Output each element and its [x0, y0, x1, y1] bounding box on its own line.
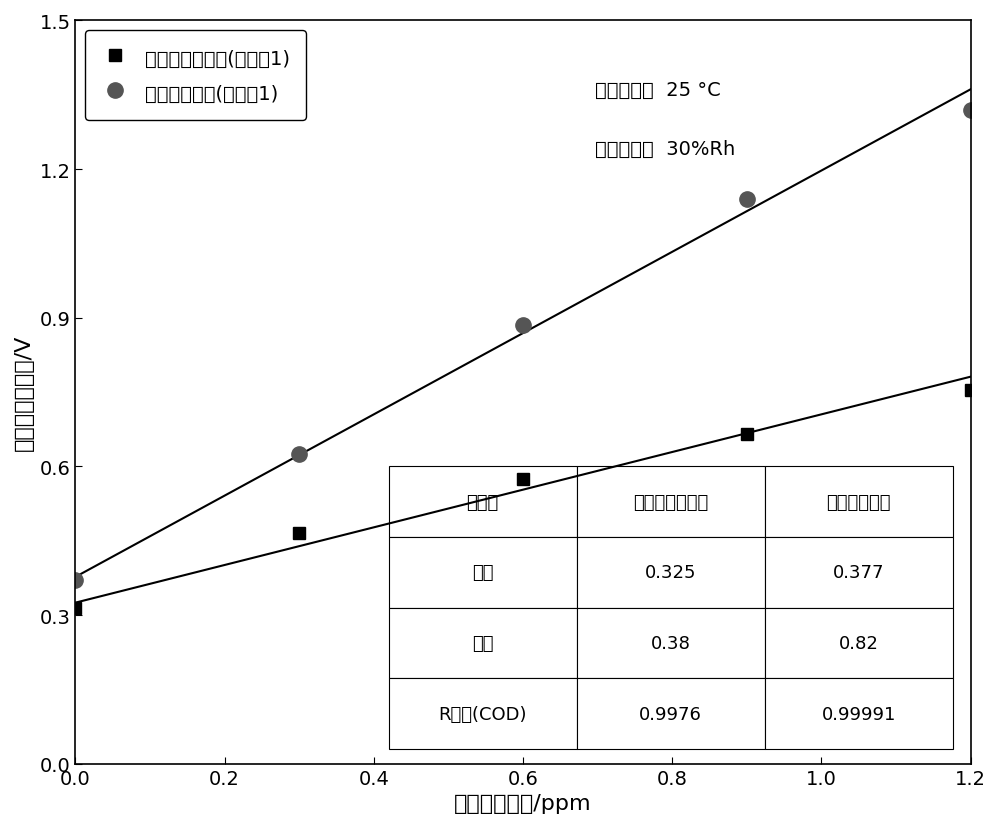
- 自增湿膜电极(实施例1): [965, 106, 977, 116]
- 自增湿膜电极(实施例1): [69, 576, 81, 586]
- X-axis label: 甲醇气体浓度/ppm: 甲醇气体浓度/ppm: [454, 793, 592, 813]
- Text: 测试温度：  25 °C: 测试温度： 25 °C: [595, 81, 720, 100]
- 自增湿膜电极(实施例1): [741, 194, 753, 204]
- 自增湿膜电极(实施例1): [517, 321, 529, 331]
- Text: 测试湿度：  30%Rh: 测试湿度： 30%Rh: [595, 140, 735, 159]
- Line: 非自增湿膜电极(对比例1): 非自增湿膜电极(对比例1): [69, 384, 977, 614]
- 非自增湿膜电极(对比例1): [293, 528, 305, 538]
- Line: 自增湿膜电极(实施例1): 自增湿膜电极(实施例1): [68, 103, 978, 588]
- 自增湿膜电极(实施例1): [293, 449, 305, 459]
- Legend: 非自增湿膜电极(对比例1), 自增湿膜电极(实施例1): 非自增湿膜电极(对比例1), 自增湿膜电极(实施例1): [85, 31, 306, 122]
- 非自增湿膜电极(对比例1): [69, 603, 81, 613]
- 非自增湿膜电极(对比例1): [517, 474, 529, 484]
- 非自增湿膜电极(对比例1): [741, 430, 753, 440]
- Y-axis label: 传感器响应电压/V: 传感器响应电压/V: [14, 334, 34, 451]
- 非自增湿膜电极(对比例1): [965, 385, 977, 395]
